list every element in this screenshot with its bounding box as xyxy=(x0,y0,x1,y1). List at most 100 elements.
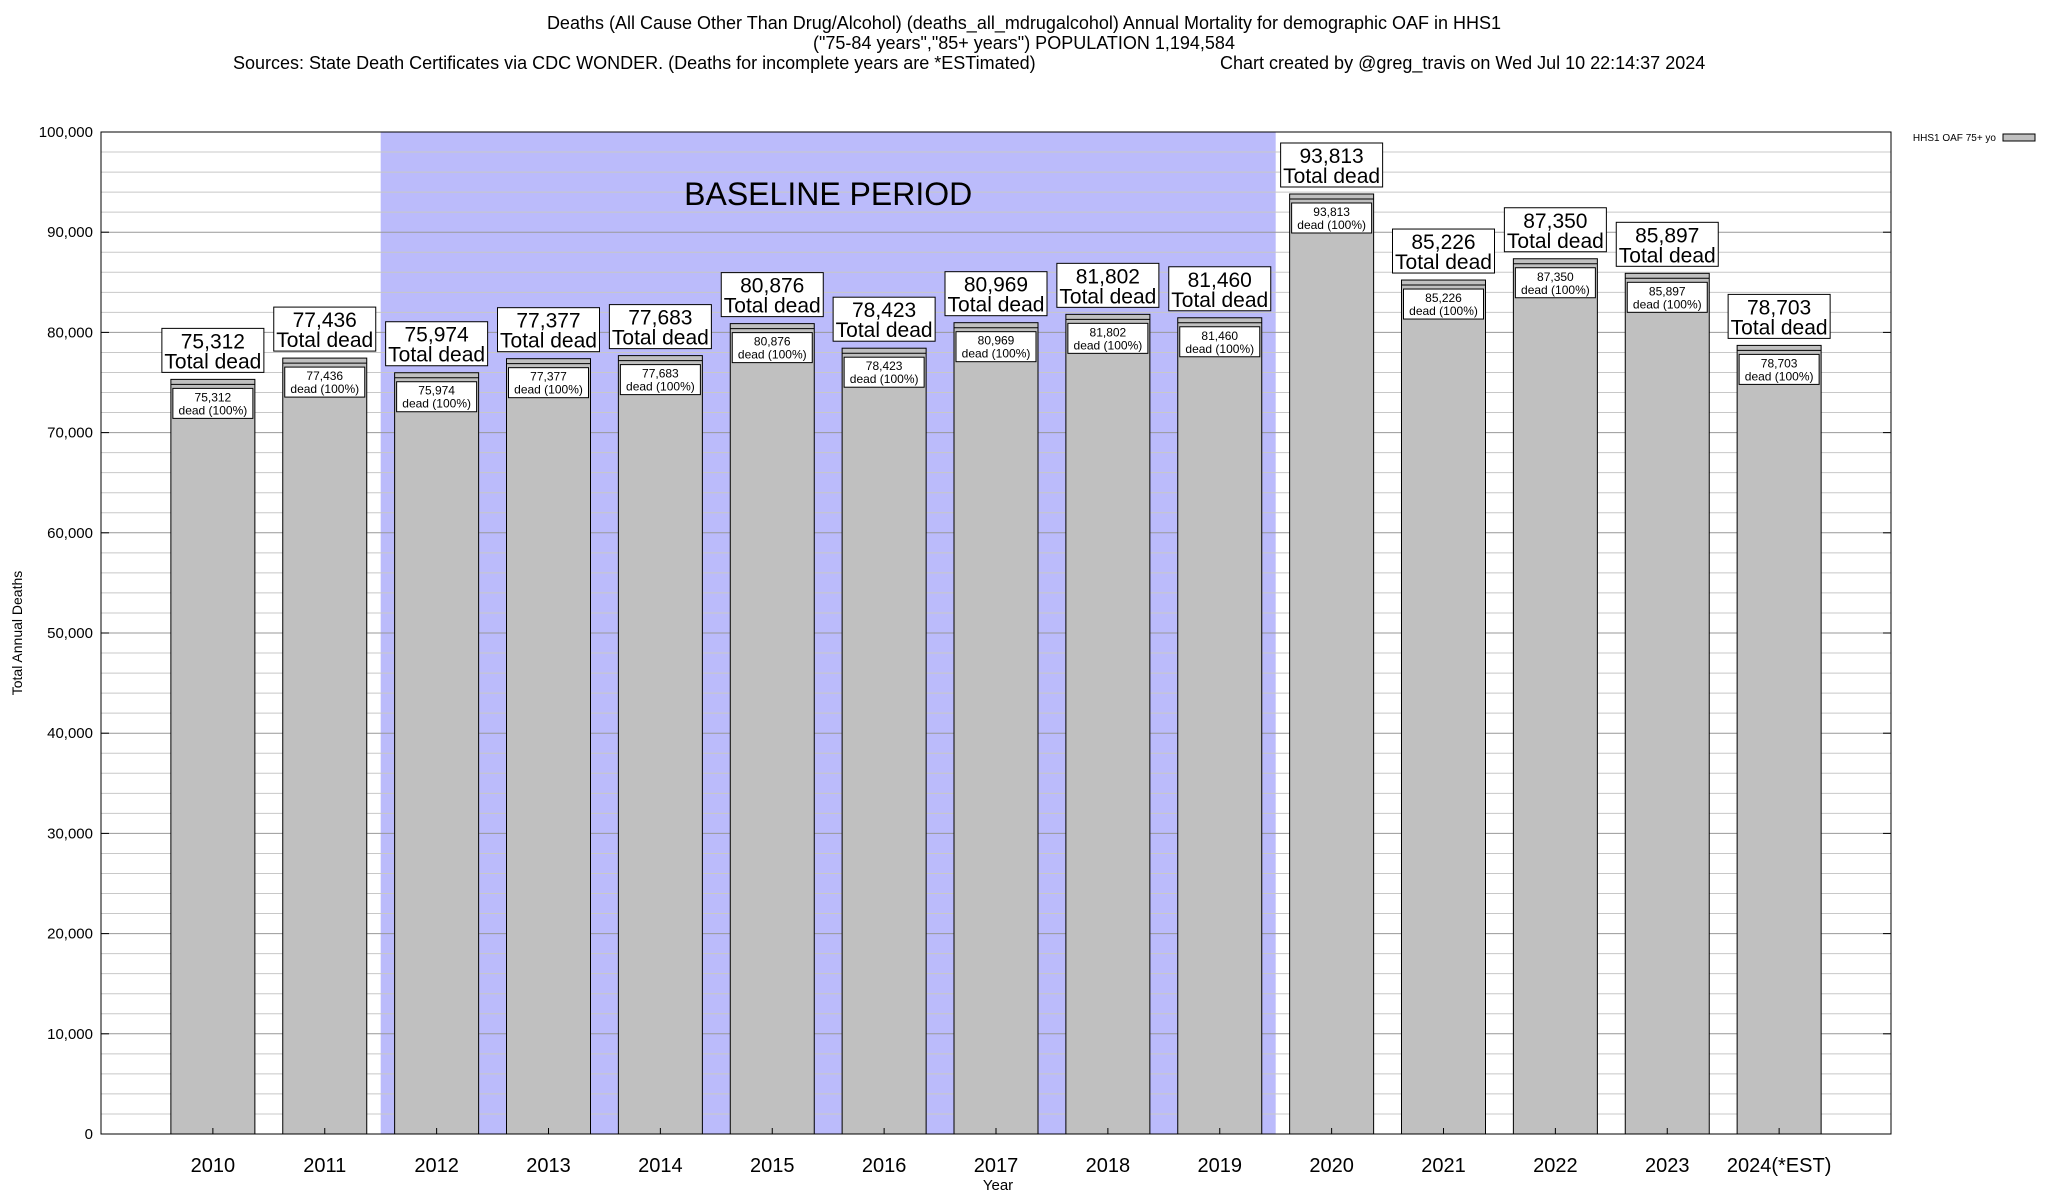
bar xyxy=(841,347,927,1135)
y-tick-label: 80,000 xyxy=(47,324,93,341)
total-caption-label: Total dead xyxy=(1619,244,1716,267)
total-caption-label: Total dead xyxy=(948,294,1045,317)
total-caption-label: Total dead xyxy=(164,350,261,373)
inner-label-box xyxy=(619,364,701,396)
total-value-label: 85,897 xyxy=(1635,224,1699,247)
total-caption-label: Total dead xyxy=(1171,289,1268,312)
inner-label-box xyxy=(1738,353,1820,385)
inner-value-label: 93,813 xyxy=(1313,205,1350,219)
inner-percent-label: dead (100%) xyxy=(1745,369,1814,383)
inner-value-label: 85,226 xyxy=(1425,291,1462,305)
bar xyxy=(506,358,591,1135)
inner-percent-label: dead (100%) xyxy=(850,372,919,386)
bar xyxy=(1736,344,1822,1135)
total-value-label: 75,974 xyxy=(405,324,470,347)
inner-value-label: 78,423 xyxy=(866,359,903,373)
bar xyxy=(1512,258,1598,1135)
total-label-box xyxy=(497,307,600,353)
total-label-box xyxy=(273,306,377,352)
inner-label-box xyxy=(1291,202,1373,234)
total-caption-label: Total dead xyxy=(1507,230,1604,253)
total-label-box xyxy=(608,304,712,350)
inner-value-label: 77,377 xyxy=(530,370,567,384)
inner-percent-label: dead (100%) xyxy=(1074,338,1143,352)
x-tick-label: 2011 xyxy=(303,1155,346,1177)
total-caption-label: Total dead xyxy=(1283,165,1380,188)
total-value-label: 81,460 xyxy=(1188,269,1252,292)
x-tick-label: 2023 xyxy=(1645,1155,1690,1177)
total-caption-label: Total dead xyxy=(612,327,709,350)
total-caption-label: Total dead xyxy=(1395,251,1492,274)
inner-percent-label: dead (100%) xyxy=(1185,342,1254,356)
inner-value-label: 77,436 xyxy=(306,369,343,383)
total-value-label: 77,683 xyxy=(628,307,692,330)
inner-label-box xyxy=(955,331,1037,363)
y-tick-label: 40,000 xyxy=(47,725,93,742)
inner-label-box xyxy=(731,332,813,364)
inner-label-box xyxy=(284,366,366,398)
inner-percent-label: dead (100%) xyxy=(402,397,471,411)
x-tick-label: 2022 xyxy=(1533,1155,1578,1177)
bar xyxy=(1624,272,1710,1135)
inner-percent-label: dead (100%) xyxy=(290,382,359,396)
bar xyxy=(617,355,703,1135)
chart-title: Deaths (All Cause Other Than Drug/Alcoho… xyxy=(546,13,1502,33)
total-label-box xyxy=(385,321,489,367)
inner-value-label: 85,897 xyxy=(1649,284,1686,298)
x-axis-label: Year xyxy=(983,1177,1013,1194)
inner-value-label: 78,703 xyxy=(1761,356,1798,370)
inner-value-label: 81,460 xyxy=(1201,329,1238,343)
y-tick-label: 100,000 xyxy=(39,124,93,141)
chart-subtitle: ("75-84 years","85+ years") POPULATION 1… xyxy=(813,33,1235,53)
inner-label-box xyxy=(1403,288,1484,320)
inner-value-label: 75,312 xyxy=(195,390,232,404)
inner-percent-label: dead (100%) xyxy=(626,380,695,394)
x-tick-label: 2014 xyxy=(638,1155,683,1177)
total-label-box xyxy=(832,296,936,342)
x-tick-label: 2020 xyxy=(1309,1155,1354,1177)
inner-value-label: 81,802 xyxy=(1090,325,1127,339)
inner-label-box xyxy=(1067,322,1149,354)
total-label-box xyxy=(1615,221,1719,267)
bar xyxy=(1065,313,1151,1135)
total-label-box xyxy=(1056,262,1160,308)
y-tick-label: 30,000 xyxy=(47,825,93,842)
total-label-box xyxy=(1168,266,1272,312)
total-value-label: 78,423 xyxy=(852,299,916,322)
baseline-period-label: BASELINE PERIOD xyxy=(684,176,972,212)
total-caption-label: Total dead xyxy=(1059,285,1156,308)
bar xyxy=(1401,279,1486,1135)
bar xyxy=(282,357,368,1135)
total-label-box xyxy=(720,272,824,318)
legend-swatch xyxy=(2002,133,2036,142)
total-value-label: 93,813 xyxy=(1300,145,1364,168)
total-caption-label: Total dead xyxy=(836,319,933,342)
bar xyxy=(170,378,256,1135)
y-tick-label: 10,000 xyxy=(47,1026,93,1043)
total-label-box xyxy=(944,271,1048,317)
inner-value-label: 87,350 xyxy=(1537,270,1574,284)
total-value-label: 78,703 xyxy=(1747,296,1811,319)
x-tick-label: 2010 xyxy=(191,1155,236,1177)
total-value-label: 85,226 xyxy=(1411,231,1475,254)
inner-percent-label: dead (100%) xyxy=(962,347,1031,361)
x-tick-label: 2018 xyxy=(1086,1155,1131,1177)
total-caption-label: Total dead xyxy=(724,295,821,318)
plot-border xyxy=(100,131,1892,1135)
chart-source: Sources: State Death Certificates via CD… xyxy=(233,53,1036,73)
y-tick-label: 60,000 xyxy=(47,525,93,542)
total-value-label: 80,969 xyxy=(964,274,1028,297)
inner-percent-label: dead (100%) xyxy=(738,348,807,362)
bar xyxy=(1177,317,1263,1135)
inner-percent-label: dead (100%) xyxy=(1521,283,1590,297)
total-value-label: 75,312 xyxy=(181,330,245,353)
y-tick-label: 20,000 xyxy=(47,926,93,943)
total-caption-label: Total dead xyxy=(276,329,373,352)
y-tick-label: 0 xyxy=(85,1126,93,1143)
inner-label-box xyxy=(1514,267,1596,299)
total-value-label: 77,436 xyxy=(293,309,357,332)
x-tick-label: 2024(*EST) xyxy=(1727,1155,1832,1177)
inner-percent-label: dead (100%) xyxy=(1297,218,1366,232)
total-label-box xyxy=(1727,293,1831,339)
